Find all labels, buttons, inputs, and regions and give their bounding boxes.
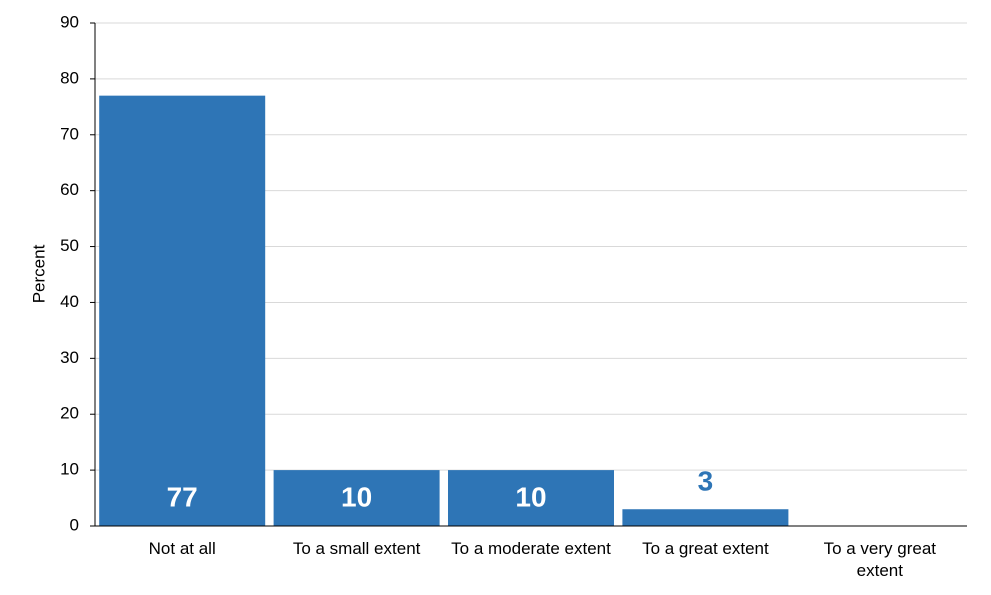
y-axis-label: Percent [29,244,48,303]
x-tick-label: To a small extent [292,539,421,558]
y-tick-label: 70 [60,124,79,143]
x-tick-label: To a moderate extent [451,539,611,558]
x-tick-label: Not at all [148,539,216,558]
bar [622,509,789,526]
x-tick-label: To a great extent [642,539,769,558]
data-label: 10 [341,481,372,512]
y-tick-label: 80 [60,68,79,87]
y-tick-label: 30 [60,348,79,367]
y-tick-label: 40 [60,292,79,311]
y-tick-label: 0 [70,515,79,534]
bar [273,470,440,526]
data-label: 77 [167,481,198,512]
y-tick-label: 60 [60,180,79,199]
data-label: 10 [515,481,546,512]
y-tick-label: 50 [60,236,79,255]
data-label: 3 [698,466,714,497]
bar [99,95,266,527]
y-tick-label: 90 [60,12,79,31]
x-tick-label: To a very great extent [823,539,937,580]
y-tick-label: 20 [60,404,79,423]
y-tick-label: 10 [60,460,79,479]
bar [448,470,614,526]
